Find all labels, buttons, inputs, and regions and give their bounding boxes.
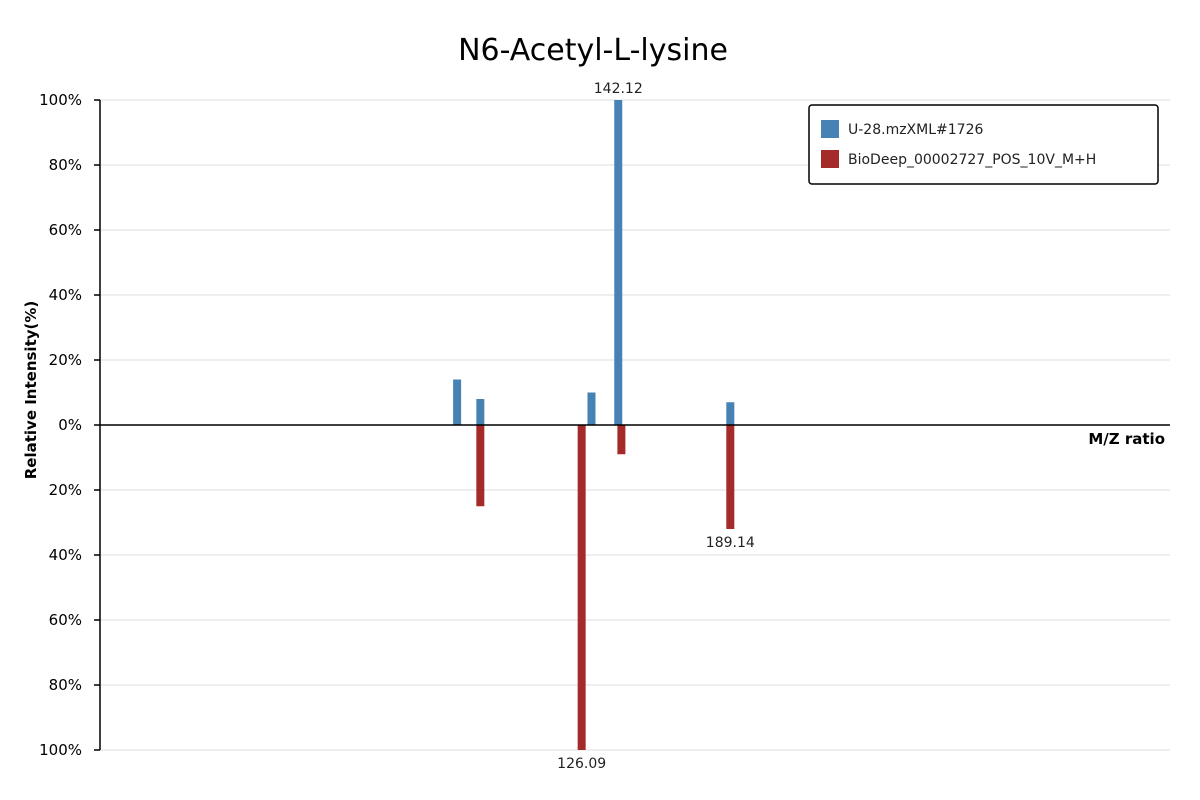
reference-peak-bar	[577, 425, 586, 750]
peak-mz-label: 142.12	[594, 81, 643, 97]
legend-box	[808, 104, 1159, 185]
y-tick-label: 100%	[39, 741, 82, 759]
query-peak-bar	[587, 392, 596, 425]
y-tick-label: 0%	[58, 416, 82, 434]
labels-layer: 142.12 126.09 189.14	[557, 81, 755, 772]
chart-title: N6-Acetyl-L-lysine	[458, 33, 728, 68]
y-tick-label: 100%	[39, 91, 82, 109]
bars-layer	[453, 100, 735, 750]
y-tick-label: 60%	[49, 611, 82, 629]
query-peak-bar	[726, 402, 735, 425]
legend-label-series-2: BioDeep_00002727_POS_10V_M+H	[848, 152, 1096, 168]
y-axis-label: Relative Intensity(%)	[22, 301, 40, 480]
reference-peak-bar	[476, 425, 485, 507]
ticks-layer: 100% 80% 60% 40% 20% 0% 20% 40% 60% 80% 100%	[39, 91, 100, 759]
reference-peak-bar	[617, 425, 626, 455]
axes-layer	[99, 100, 1170, 750]
y-tick-label: 80%	[49, 676, 82, 694]
y-tick-label: 20%	[49, 351, 82, 369]
grid-layer	[100, 99, 1170, 751]
y-tick-label: 40%	[49, 546, 82, 564]
x-axis-label: M/Z ratio	[1088, 430, 1165, 448]
query-peak-bar	[614, 100, 623, 425]
legend-swatch-series-1	[821, 120, 839, 138]
y-tick-label: 20%	[49, 481, 82, 499]
peak-mz-label: 189.14	[706, 535, 755, 551]
legend-label-series-1: U-28.mzXML#1726	[848, 122, 983, 138]
query-peak-bar	[453, 379, 462, 425]
legend-swatch-series-2	[821, 150, 839, 168]
query-peak-bar	[476, 399, 485, 425]
reference-peak-bar	[726, 425, 735, 529]
peak-mz-label: 126.09	[557, 756, 606, 772]
y-tick-label: 60%	[49, 221, 82, 239]
y-tick-label: 80%	[49, 156, 82, 174]
y-tick-label: 40%	[49, 286, 82, 304]
legend: U-28.mzXML#1726 BioDeep_00002727_POS_10V…	[808, 104, 1159, 185]
